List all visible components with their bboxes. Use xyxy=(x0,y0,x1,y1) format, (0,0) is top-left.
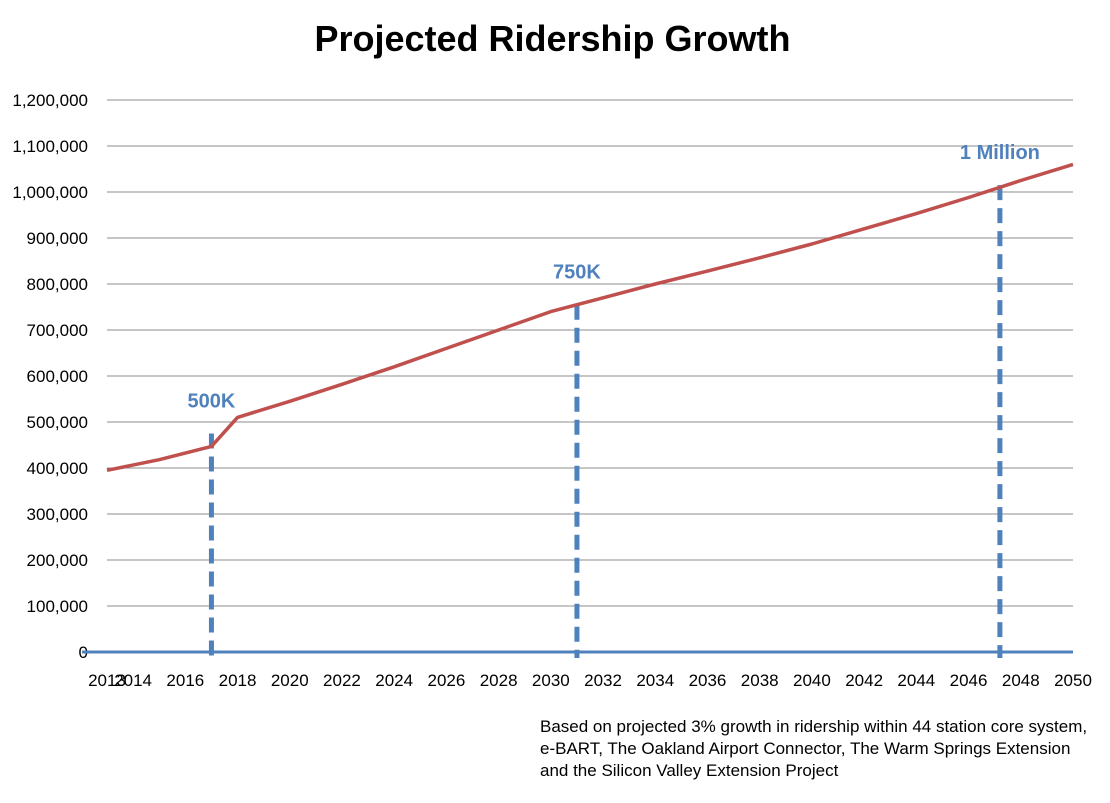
y-tick-label: 100,000 xyxy=(27,597,88,616)
x-tick-label: 2024 xyxy=(375,671,413,690)
x-tick-label: 2020 xyxy=(271,671,309,690)
y-tick-label: 1,000,000 xyxy=(12,183,88,202)
y-tick-label: 800,000 xyxy=(27,275,88,294)
x-tick-label: 2038 xyxy=(741,671,779,690)
y-tick-label: 400,000 xyxy=(27,459,88,478)
x-tick-label: 2040 xyxy=(793,671,831,690)
x-tick-label: 2042 xyxy=(845,671,883,690)
x-tick-label: 2016 xyxy=(166,671,204,690)
x-tick-label: 2018 xyxy=(219,671,257,690)
x-tick-label: 2013 xyxy=(88,671,126,690)
x-tick-label: 2022 xyxy=(323,671,361,690)
y-tick-label: 1,200,000 xyxy=(12,91,88,110)
x-tick-label: 2028 xyxy=(480,671,518,690)
x-tick-label: 2032 xyxy=(584,671,622,690)
x-tick-label: 2046 xyxy=(950,671,988,690)
x-tick-label: 2036 xyxy=(689,671,727,690)
x-tick-label: 2048 xyxy=(1002,671,1040,690)
x-tick-label: 2026 xyxy=(427,671,465,690)
y-tick-label: 900,000 xyxy=(27,229,88,248)
chart-footnote: Based on projected 3% growth in ridershi… xyxy=(540,717,1088,780)
milestone-label: 500K xyxy=(188,391,236,413)
milestone-label: 750K xyxy=(553,262,601,284)
series-line-ridership xyxy=(106,162,1074,473)
x-tick-label: 2014 xyxy=(114,671,152,690)
x-tick-label: 2044 xyxy=(897,671,935,690)
y-tick-label: 1,100,000 xyxy=(12,137,88,156)
y-tick-label: 700,000 xyxy=(27,321,88,340)
y-tick-label: 500,000 xyxy=(27,413,88,432)
y-tick-label: 200,000 xyxy=(27,551,88,570)
x-tick-label: 2050 xyxy=(1054,671,1092,690)
x-tick-label: 2034 xyxy=(636,671,674,690)
y-tick-label: 300,000 xyxy=(27,505,88,524)
milestone-label: 1 Million xyxy=(960,142,1040,164)
chart-title: Projected Ridership Growth xyxy=(314,18,791,59)
x-tick-label: 2030 xyxy=(532,671,570,690)
y-tick-label: 600,000 xyxy=(27,367,88,386)
